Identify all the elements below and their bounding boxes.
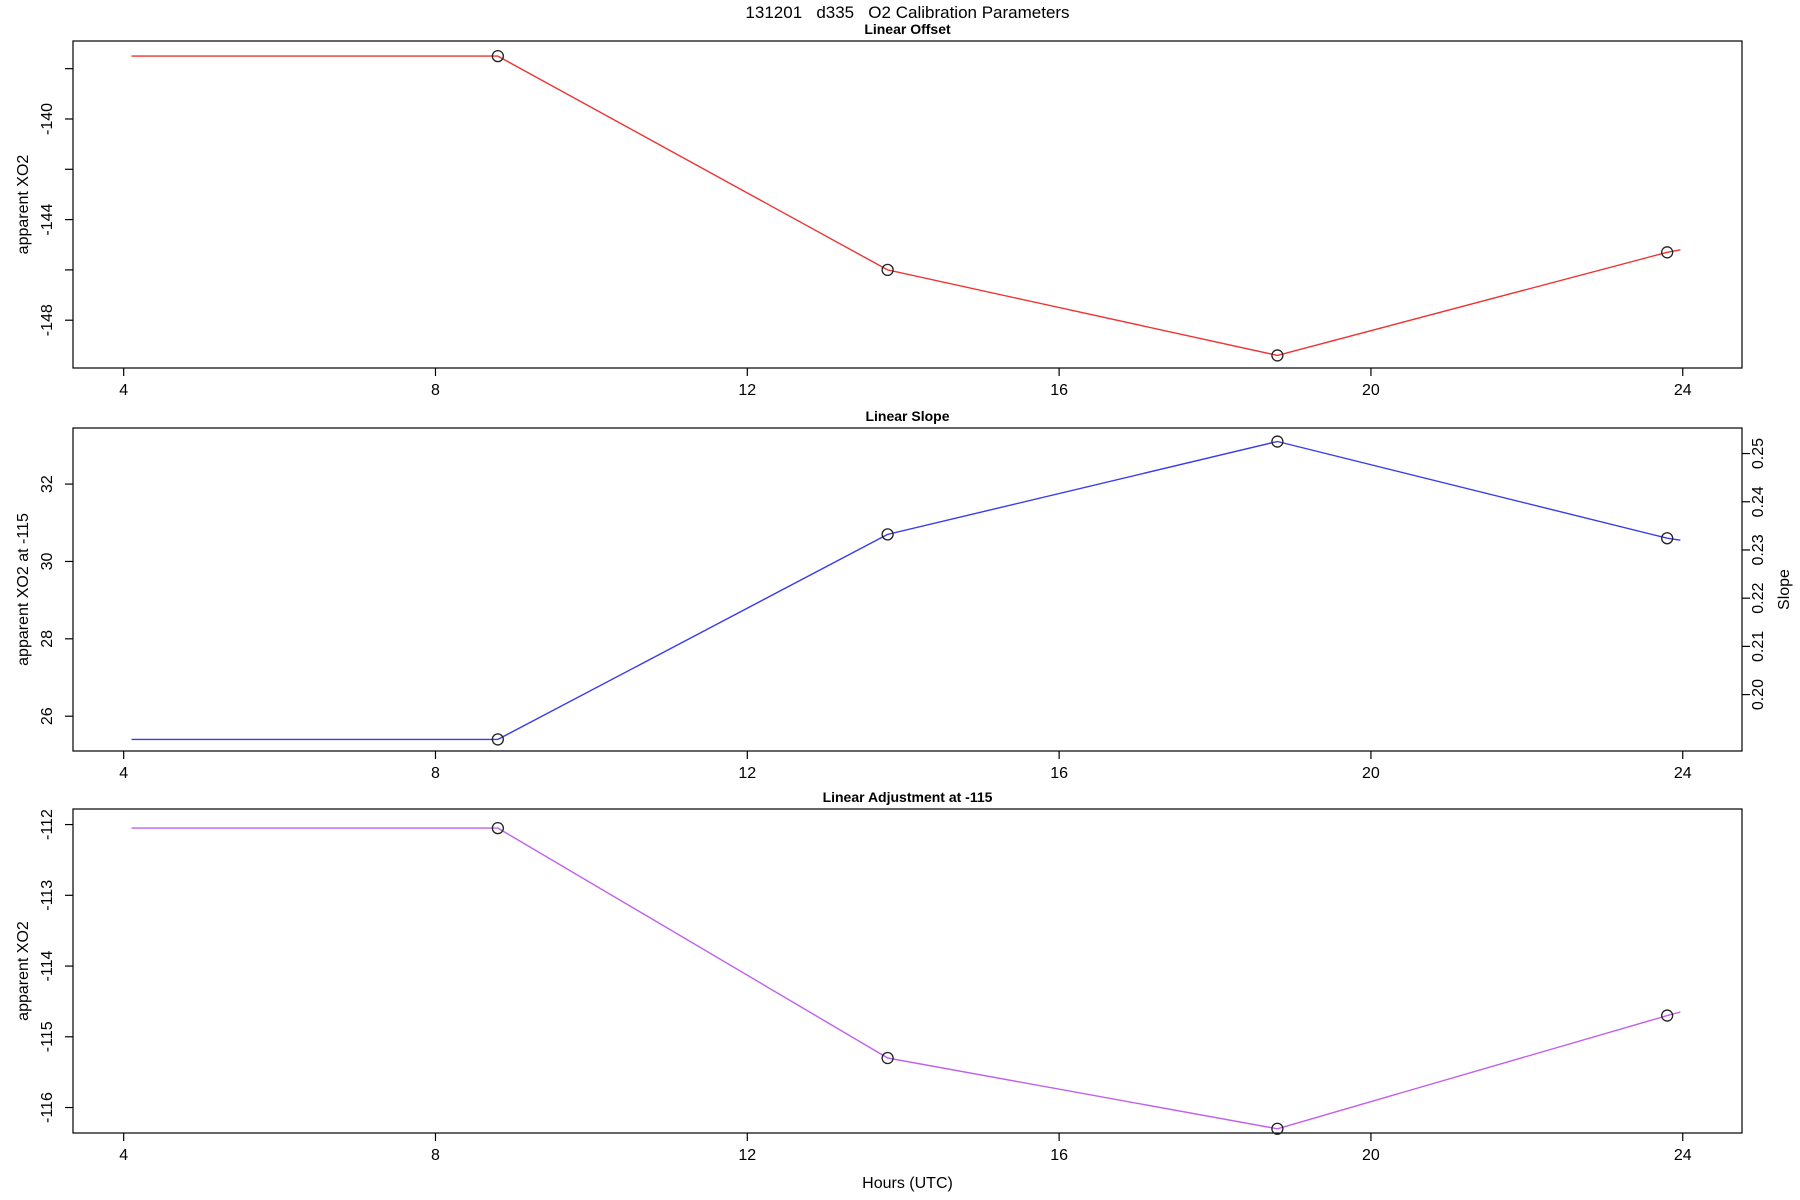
series-line <box>131 440 1681 741</box>
y-tick-label: -116 <box>39 1092 56 1123</box>
x-tick-label: 8 <box>431 1147 440 1164</box>
y-tick-label: -140 <box>39 103 56 135</box>
data-point-marker <box>1661 246 1674 259</box>
panel-2: Linear Slope 4 8 12 16 20 24 26 28 30 32 apparent X… <box>15 408 1793 782</box>
panel-1: Linear Offset 4 8 12 16 20 24 -140 -144 -148 appar… <box>15 21 1743 399</box>
data-point-marker <box>1661 532 1674 545</box>
x-tick-label: 16 <box>1050 765 1068 782</box>
y-axis-label: apparent XO2 <box>15 155 32 255</box>
x-tick-label: 24 <box>1674 765 1692 782</box>
x-tick-label: 4 <box>119 382 128 399</box>
series-line <box>131 827 1681 1130</box>
series-line <box>131 55 1681 357</box>
x-tick-label: 12 <box>738 1147 756 1164</box>
x-tick-label: 20 <box>1362 765 1380 782</box>
data-point-marker <box>491 49 505 63</box>
x-axis-label: Hours (UTC) <box>862 1175 953 1192</box>
plot-box <box>72 427 1743 752</box>
y2-tick-label: 0.20 <box>1750 679 1767 710</box>
x-tick-label: 24 <box>1674 1147 1692 1164</box>
x-tick-label: 12 <box>738 382 756 399</box>
data-point-marker <box>1271 1122 1284 1135</box>
plot-box <box>72 808 1743 1134</box>
y-tick-label: -148 <box>39 304 56 336</box>
main-title: 131201 d335 O2 Calibration Parameters <box>745 3 1069 22</box>
data-point-marker <box>491 821 505 835</box>
y-tick-label: 30 <box>39 552 56 570</box>
data-point-marker <box>881 1051 894 1065</box>
x-tick-label: 16 <box>1050 382 1068 399</box>
x-tick-label: 8 <box>431 382 440 399</box>
data-point-marker <box>881 263 894 277</box>
data-point-marker <box>881 528 894 541</box>
panel-3: Linear Adjustment at -115 4 8 12 16 20 24 -112 -… <box>15 789 1743 1164</box>
x-tick-label: 12 <box>738 765 756 782</box>
y-axis-label: apparent XO2 at -115 <box>15 513 32 666</box>
y2-tick-label: 0.24 <box>1750 486 1767 517</box>
y-tick-label: -114 <box>39 951 56 982</box>
y-tick-label: -112 <box>39 809 56 840</box>
data-point-marker <box>1661 1009 1674 1022</box>
plot-box <box>72 40 1743 369</box>
y-tick-label: -115 <box>39 1021 56 1052</box>
y2-tick-label: 0.25 <box>1750 438 1767 469</box>
data-point-marker <box>1271 435 1284 448</box>
x-tick-label: 4 <box>119 765 128 782</box>
y2-tick-label: 0.22 <box>1750 583 1767 614</box>
x-tick-label: 8 <box>431 765 440 782</box>
panel-title: Linear Slope <box>865 408 949 424</box>
panel-title: Linear Adjustment at -115 <box>823 789 993 805</box>
data-point-marker <box>491 733 505 746</box>
y-tick-label: 28 <box>39 630 56 648</box>
y-tick-label: 32 <box>39 475 56 493</box>
y2-axis-label: Slope <box>1776 569 1793 610</box>
y2-tick-label: 0.23 <box>1750 534 1767 565</box>
y-tick-label: 26 <box>39 707 56 725</box>
panel-title: Linear Offset <box>864 21 951 37</box>
x-tick-label: 20 <box>1362 1147 1380 1164</box>
x-tick-label: 4 <box>119 1147 128 1164</box>
data-point-marker <box>1271 349 1284 362</box>
x-tick-label: 24 <box>1674 382 1692 399</box>
y-axis-label: apparent XO2 <box>15 921 32 1021</box>
y2-tick-label: 0.21 <box>1750 631 1767 662</box>
x-tick-label: 16 <box>1050 1147 1068 1164</box>
x-tick-label: 20 <box>1362 382 1380 399</box>
y-tick-label: -113 <box>39 880 56 911</box>
y-tick-label: -144 <box>39 203 56 235</box>
